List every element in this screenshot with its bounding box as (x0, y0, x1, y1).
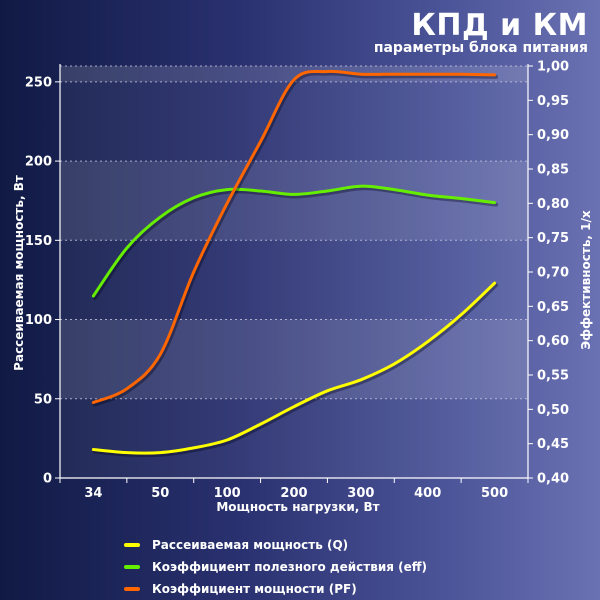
y-left-tick-label: 200 (25, 155, 52, 170)
series-line-eff-shadow (92, 186, 499, 300)
plot-area (60, 66, 528, 478)
y-right-tick-label: 0,85 (537, 163, 569, 178)
y-left-tick-label: 100 (25, 313, 52, 328)
legend-label-q: Рассеиваемая мощность (Q) (152, 538, 349, 552)
tick-labels: 0 50 100 150 200 250 0,40 0,45 0,50 0,55 0,60 0,65 0… (25, 60, 569, 502)
y-right-tick-label: 0,75 (537, 231, 569, 246)
y-axis-left-label: Рассеиваемая мощность, Вт (12, 175, 26, 371)
legend-swatch-pf (124, 587, 140, 591)
legend-item-pf: Коэффициент мощности (PF) (124, 578, 427, 600)
y-right-tick-label: 0,65 (537, 300, 569, 315)
y-axis-right-label: Эффективность, 1/x (579, 210, 593, 350)
y-right-tick-label: 0,50 (537, 403, 569, 418)
series-lines (91, 69, 499, 458)
x-tick-label: 300 (347, 486, 374, 501)
plot-band (60, 319, 528, 399)
y-right-tick-label: 0,80 (537, 197, 569, 212)
y-left-tick-label: 250 (25, 75, 52, 90)
y-right-tick-label: 0,95 (537, 94, 569, 109)
y-left-tick-label: 50 (34, 392, 52, 407)
series-line-pf-shadow (92, 71, 499, 407)
series-line-pf (91, 69, 497, 404)
y-right-tick-label: 0,60 (537, 334, 569, 349)
y-right-tick-label: 1,00 (537, 60, 569, 75)
grid-lines (60, 65, 528, 400)
y-left-tick-label: 150 (25, 234, 52, 249)
x-tick-label: 200 (280, 486, 307, 501)
legend-item-q: Рассеиваемая мощность (Q) (124, 534, 427, 556)
y-right-tick-label: 0,55 (537, 369, 569, 384)
plot-background (60, 66, 528, 478)
plot-band (60, 66, 528, 82)
legend-swatch-eff (124, 565, 140, 569)
legend-label-pf: Коэффициент мощности (PF) (152, 582, 357, 596)
legend-label-eff: Коэффициент полезного действия (eff) (152, 560, 427, 574)
chart-title: КПД и КМ (411, 8, 588, 43)
legend-swatch-q (124, 543, 140, 547)
x-tick-label: 34 (84, 486, 102, 501)
y-right-tick-label: 0,90 (537, 128, 569, 143)
x-tick-label: 50 (151, 486, 169, 501)
x-tick-label: 500 (481, 486, 508, 501)
y-right-tick-label: 0,70 (537, 266, 569, 281)
axes (55, 64, 533, 483)
chart-subtitle: параметры блока питания (373, 40, 588, 56)
y-right-tick-label: 0,40 (537, 472, 569, 487)
series-line-q-shadow (92, 283, 499, 458)
y-right-tick-label: 0,45 (537, 437, 569, 452)
legend-item-eff: Коэффициент полезного действия (eff) (124, 556, 427, 578)
series-line-eff (91, 184, 497, 298)
legend: Рассеиваемая мощность (Q) Коэффициент по… (124, 534, 427, 600)
y-left-tick-label: 0 (43, 472, 52, 487)
series-line-q (91, 281, 497, 455)
x-tick-label: 100 (214, 486, 241, 501)
x-tick-label: 400 (414, 486, 441, 501)
plot-band (60, 161, 528, 241)
x-axis-label: Мощность нагрузки, Вт (216, 500, 380, 514)
